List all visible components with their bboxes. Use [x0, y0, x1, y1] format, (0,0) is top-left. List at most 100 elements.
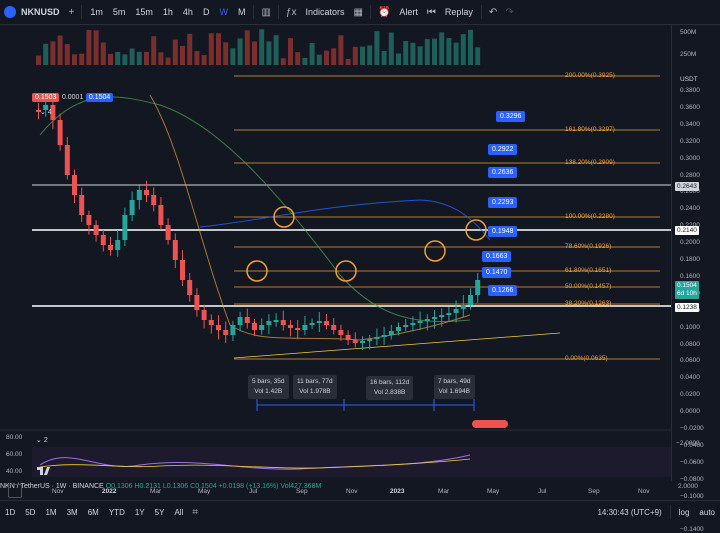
chart-legend: NKN / TetherUS · 1W · BINANCE O0.1306 H0… [0, 483, 671, 490]
interval-w[interactable]: W [219, 7, 228, 17]
indicators-icon[interactable]: ƒx [285, 6, 297, 18]
volume-bar [50, 41, 56, 65]
price-tick: 0.1800 [680, 256, 700, 263]
legend-ohlc: O0.1306 H0.2131 L0.1306 C0.1504 +0.0198 … [105, 483, 322, 490]
candle-body [129, 200, 135, 215]
last-price-badge: 0.1504 6d 10h [675, 281, 699, 299]
settings-icon[interactable] [8, 484, 22, 498]
volume-bar [460, 34, 466, 65]
interval-15m[interactable]: 15m [135, 7, 153, 17]
candle-body [410, 323, 416, 325]
alert-icon[interactable]: ⏰ [377, 6, 391, 18]
candle-body [288, 325, 293, 328]
auto-toggle[interactable]: auto [699, 507, 715, 517]
symbol-search[interactable]: NKNUSD [21, 7, 60, 17]
range-1d[interactable]: 1D [5, 507, 16, 517]
price-axis[interactable]: 500M 250M USDT 0.3800 0.3600 0.3400 0.3200 0… [671, 25, 720, 533]
target-label[interactable]: 0.2636 [488, 167, 518, 178]
interval-1m[interactable]: 1m [90, 7, 103, 17]
legend-price-sell[interactable]: 0.1503 [32, 93, 60, 102]
volume-bar [288, 38, 293, 65]
volume-bars [36, 29, 481, 66]
target-label[interactable]: 0.2293 [488, 197, 518, 208]
interval-1h[interactable]: 1h [162, 7, 173, 17]
price-tick: 0.0600 [680, 357, 700, 365]
range-1y[interactable]: 1Y [134, 507, 145, 517]
interval-m[interactable]: M [237, 7, 246, 17]
fib-label: 100.00%(0.2280) [565, 213, 615, 220]
target-label[interactable]: 0.3296 [496, 111, 526, 122]
range-stats[interactable]: 11 bars, 77d Vol 1.978B [293, 375, 337, 399]
date-range-icon[interactable]: ⌗ [192, 506, 198, 518]
indicator-count[interactable]: ⌄ 4 [40, 108, 52, 116]
redo-icon[interactable]: ↷ [505, 6, 514, 18]
volume-bar [244, 30, 250, 66]
range-stats[interactable]: 7 bars, 49d Vol 1.694B [434, 375, 475, 399]
price-tick: 0.0000 [680, 408, 700, 416]
candle-body [259, 325, 265, 330]
time-tick: May [198, 488, 211, 495]
candle-body [108, 245, 113, 250]
chart-pane[interactable]: NKN / TetherUS · 1W · BINANCE O0.1306 H0… [0, 25, 671, 490]
price-tick: 0.2200 [680, 222, 700, 229]
range-vol: Vol 1.978B [299, 388, 331, 395]
target-label[interactable]: 0.1470 [482, 267, 512, 278]
volume-bar [273, 35, 279, 65]
fib-label: 50.00%(0.1457) [565, 283, 612, 290]
candle-body [122, 215, 128, 240]
replay-button[interactable]: Replay [444, 7, 473, 17]
range-5y[interactable]: 5Y [154, 507, 165, 517]
range-6m[interactable]: 6M [87, 507, 99, 517]
time-tick: Sep [588, 488, 600, 495]
symbol-logo-icon [4, 6, 16, 18]
clock[interactable]: 14:30:43 (UTC+9) [597, 507, 662, 517]
log-toggle[interactable]: log [678, 507, 690, 517]
range-5d[interactable]: 5D [25, 507, 36, 517]
candles-icon[interactable]: ▥ [261, 6, 271, 18]
volume-bar [36, 55, 41, 65]
alert-button[interactable]: Alert [399, 7, 418, 17]
oscillator-signal [39, 458, 471, 469]
interval-4h[interactable]: 4h [182, 7, 193, 17]
oscillator-header[interactable]: ⌄ 2 [36, 436, 48, 444]
candle-body [432, 317, 437, 319]
price-tick: −0.0600 [680, 458, 704, 466]
fib-label: 161.80%(0.3297) [565, 126, 615, 133]
price-tick: 0.2400 [680, 205, 700, 213]
last-price: 0.1504 [677, 282, 697, 289]
candle-body [172, 240, 178, 260]
target-label[interactable]: 0.1663 [482, 251, 512, 262]
range-all[interactable]: All [174, 507, 184, 517]
time-tick: Sep [296, 488, 308, 495]
volume-bar [129, 48, 135, 65]
layouts-icon[interactable]: ▦ [353, 6, 363, 18]
undo-icon[interactable]: ↶ [488, 6, 498, 18]
candle-body [216, 325, 221, 330]
target-label[interactable]: 0.1948 [488, 226, 518, 237]
candle-body [280, 320, 286, 325]
currency-label[interactable]: USDT [680, 76, 698, 83]
range-3m[interactable]: 3M [66, 507, 78, 517]
target-label[interactable]: 0.2922 [488, 144, 518, 155]
interval-5m[interactable]: 5m [112, 7, 126, 17]
add-symbol-icon[interactable]: + [68, 6, 75, 18]
fib-label: 61.80%(0.1651) [565, 267, 612, 274]
volume-bar [237, 38, 243, 65]
range-stats[interactable]: 5 bars, 35d Vol 1.42B [248, 375, 289, 399]
range-1m[interactable]: 1M [45, 507, 57, 517]
price-tick: 0.3400 [680, 120, 700, 128]
indicators-button[interactable]: Indicators [305, 7, 345, 17]
osc-axis-tick: −2.0000 [676, 440, 700, 447]
replay-icon[interactable]: ⏮ [426, 6, 436, 18]
candle-body [374, 337, 380, 339]
candle-body [144, 190, 149, 195]
candle-body [252, 323, 257, 330]
indicator-count-label: 4 [47, 109, 52, 116]
vol-tick: 250M [680, 51, 697, 58]
range-stats[interactable]: 16 bars, 112d Vol 2.838B [366, 376, 414, 400]
interval-d[interactable]: D [202, 7, 210, 17]
target-label[interactable]: 0.1266 [488, 285, 518, 296]
legend-price-buy[interactable]: 0.1504 [85, 93, 114, 102]
range-ytd[interactable]: YTD [108, 507, 125, 517]
ma-short-line [149, 94, 471, 341]
